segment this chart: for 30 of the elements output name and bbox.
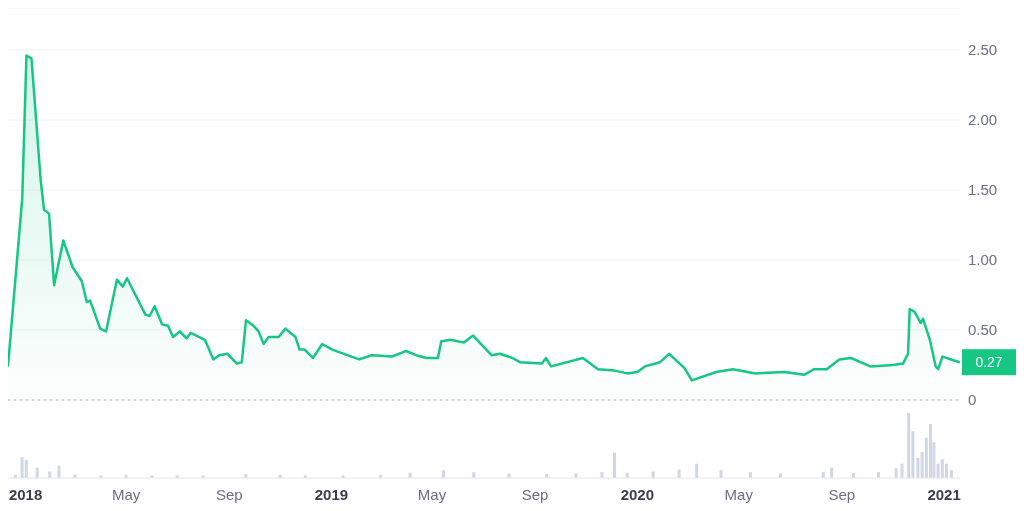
bar (695, 463, 699, 478)
bar (719, 470, 723, 478)
x-tick-label: May (417, 486, 447, 503)
x-tick-label: Sep (521, 486, 549, 503)
y-tick-label: 1.00 (968, 251, 998, 269)
x-tick-label: 2020 (620, 486, 655, 503)
y-tick-label: 2.00 (968, 111, 998, 129)
y-tick-label: 2.50 (968, 41, 998, 59)
bar (928, 424, 933, 478)
bar (940, 459, 944, 478)
x-tick-label: 2021 (927, 486, 961, 503)
y-tick-label: 1.50 (968, 181, 998, 199)
bar (24, 459, 28, 478)
x-tick-label: May (111, 486, 141, 503)
x-tick-label: 2018 (8, 486, 43, 503)
x-tick-label: May (724, 486, 754, 503)
bar (600, 472, 604, 478)
x-tick-label: Sep (828, 486, 856, 503)
bar (900, 463, 904, 478)
x-tick-label: 2019 (314, 486, 349, 503)
bar (907, 413, 911, 478)
bar (613, 452, 617, 478)
bar (936, 463, 940, 478)
y-tick-label: 0 (968, 391, 977, 409)
bar (20, 457, 24, 478)
x-tick-label: Sep (215, 486, 243, 503)
bar (944, 463, 948, 478)
y-tick-label: 0.50 (968, 321, 998, 339)
annotation: 0.27 (975, 354, 1003, 371)
bar (894, 468, 898, 478)
